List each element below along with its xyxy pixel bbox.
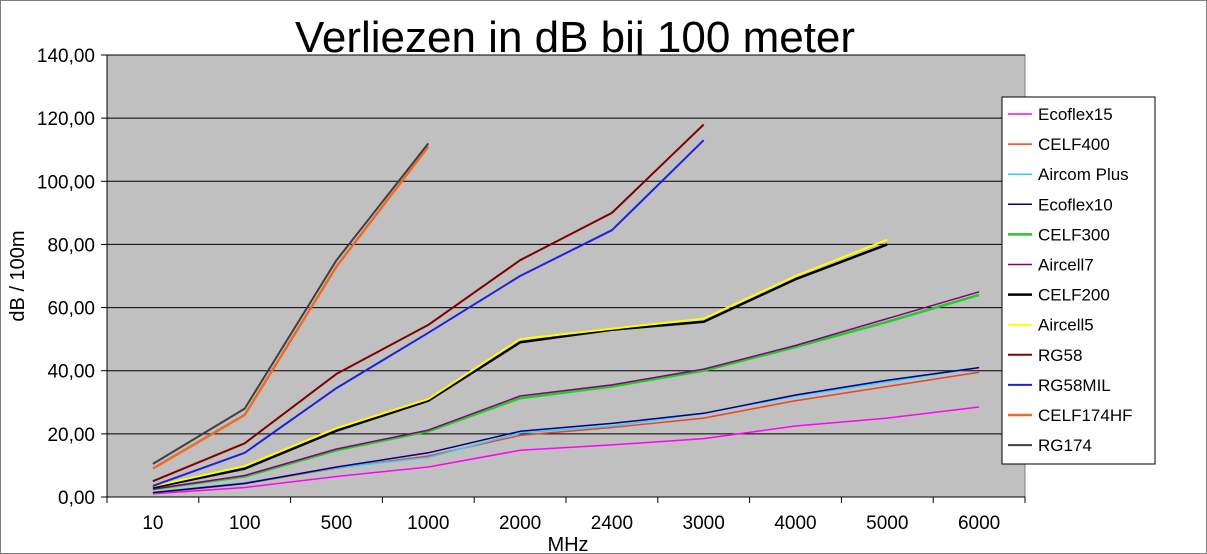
series-line bbox=[152, 366, 980, 494]
legend-label: Ecoflex15 bbox=[1038, 105, 1113, 124]
series-line bbox=[152, 243, 888, 489]
legend-label: CELF200 bbox=[1038, 286, 1110, 305]
series-line bbox=[152, 406, 980, 495]
x-tick-label: 6000 bbox=[958, 513, 1000, 534]
y-axis-title: dB / 100m bbox=[7, 230, 29, 321]
legend-label: RG174 bbox=[1038, 436, 1092, 455]
legend-box bbox=[1001, 96, 1156, 465]
legend-label: Aircom Plus bbox=[1038, 165, 1129, 184]
legend-label: Aircell5 bbox=[1038, 316, 1094, 335]
x-axis-ticks: 10 100 500 1000 2000 2400 3000 4000 5000 6000 bbox=[106, 55, 1026, 534]
x-tick-label: 100 bbox=[229, 513, 261, 534]
y-tick-label: 20,00 bbox=[47, 425, 95, 446]
chart-title: Verliezen in dB bij 100 meter bbox=[295, 13, 855, 62]
x-tick-label: 1000 bbox=[407, 513, 449, 534]
y-tick-label: 80,00 bbox=[47, 235, 95, 256]
legend-label: Aircell7 bbox=[1038, 256, 1094, 275]
legend-label: CELF174HF bbox=[1038, 406, 1132, 425]
y-axis-ticks: 0,00 20,00 40,00 60,00 80,00 100,00 120,00 140,… bbox=[37, 46, 107, 509]
series-line bbox=[152, 142, 430, 465]
y-tick-label: 0,00 bbox=[58, 488, 95, 509]
series-line bbox=[152, 293, 980, 491]
y-tick-label: 120,00 bbox=[37, 109, 95, 130]
x-tick-label: 4000 bbox=[774, 513, 816, 534]
x-tick-label: 3000 bbox=[683, 513, 725, 534]
series-line bbox=[152, 238, 888, 488]
series-line bbox=[152, 139, 705, 487]
x-tick-label: 10 bbox=[142, 513, 163, 534]
y-tick-label: 40,00 bbox=[47, 362, 95, 383]
x-tick-label: 5000 bbox=[866, 513, 908, 534]
series-line bbox=[152, 291, 980, 490]
legend-label: CELF400 bbox=[1038, 135, 1110, 154]
x-tick-label: 500 bbox=[321, 513, 353, 534]
legend: Ecoflex15 CELF400 Aircom Plus Ecoflex10 CELF… bbox=[1001, 96, 1156, 465]
x-tick-label: 2000 bbox=[499, 513, 541, 534]
y-tick-label: 100,00 bbox=[37, 172, 95, 193]
x-axis-title: MHz bbox=[547, 534, 588, 554]
legend-label: RG58 bbox=[1038, 346, 1082, 365]
legend-label: CELF300 bbox=[1038, 225, 1110, 244]
y-tick-label: 140,00 bbox=[37, 46, 95, 67]
series-lines bbox=[152, 123, 980, 495]
legend-label: RG58MIL bbox=[1038, 376, 1111, 395]
x-tick-label: 2400 bbox=[591, 513, 633, 534]
legend-label: Ecoflex10 bbox=[1038, 195, 1113, 214]
series-line bbox=[152, 145, 430, 470]
y-tick-label: 60,00 bbox=[47, 299, 95, 320]
series-line bbox=[152, 123, 705, 483]
